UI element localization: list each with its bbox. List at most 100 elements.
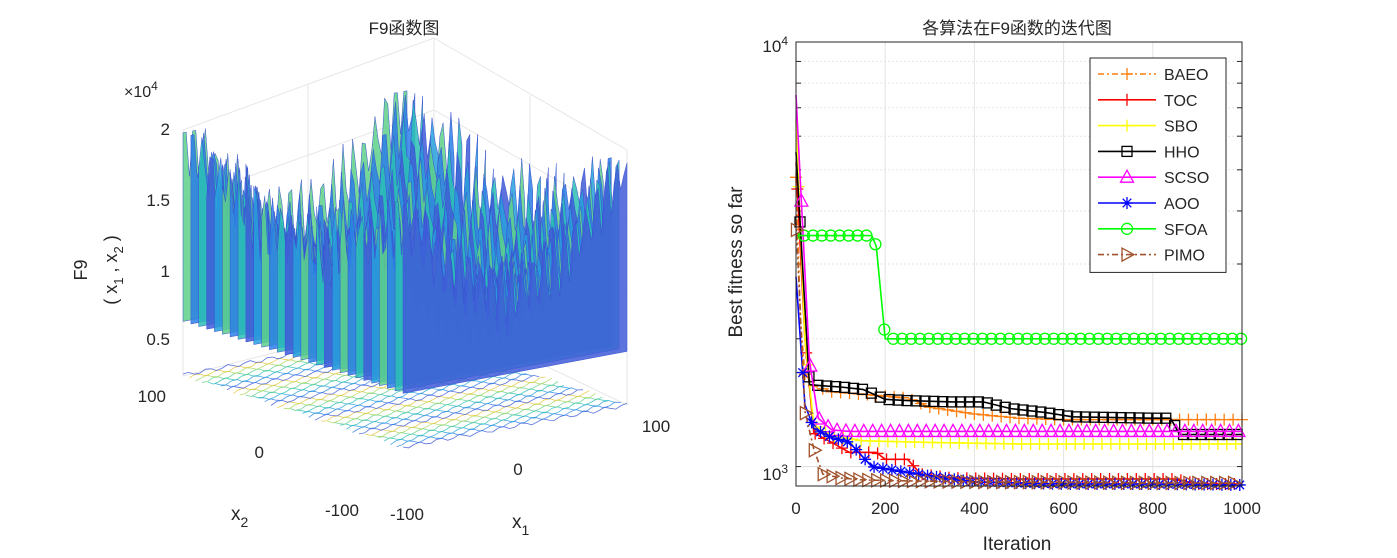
series-marker [957, 474, 970, 487]
legend-label: AOO [1164, 196, 1200, 213]
x-axis-label: x1 [512, 512, 530, 538]
series-marker [1169, 419, 1181, 432]
series-marker [1088, 411, 1101, 423]
series-marker [1044, 407, 1056, 419]
series-marker [945, 423, 961, 438]
series-marker [1207, 478, 1220, 491]
x-ticks: 0 200 400 600 800 1000 [791, 481, 1261, 518]
series-marker [859, 453, 872, 466]
series-marker [885, 463, 898, 476]
series-marker [1105, 423, 1122, 438]
x-tick-label: 200 [871, 499, 899, 518]
series-marker [892, 394, 904, 406]
series-marker [928, 395, 940, 408]
series-marker [1136, 332, 1150, 345]
series-marker [1160, 412, 1172, 424]
series-marker [869, 238, 882, 251]
series-marker [1083, 332, 1096, 345]
contour-line [396, 401, 621, 447]
series-marker [1099, 477, 1112, 490]
x-tick-label: 600 [1049, 499, 1077, 518]
series-marker [1117, 477, 1130, 490]
series-marker [876, 462, 889, 475]
series-marker [842, 229, 855, 242]
series-marker [847, 423, 863, 438]
series-marker [1171, 478, 1184, 491]
series-marker [1035, 406, 1047, 418]
series-marker [1007, 423, 1024, 438]
series-marker [1121, 145, 1133, 158]
series-marker [1097, 423, 1113, 438]
series-marker [882, 423, 899, 438]
series-marker [1126, 477, 1139, 490]
series-marker [1070, 423, 1086, 438]
series-marker [1215, 478, 1228, 491]
series-marker [874, 423, 890, 438]
convergence-title: 各算法在F9函数的迭代图 [922, 19, 1112, 38]
y-tick-label-1e4: 104 [762, 34, 788, 56]
series-marker [879, 472, 895, 489]
series-marker [796, 366, 809, 379]
legend-item: SCSO [1098, 168, 1209, 187]
series-marker [972, 423, 988, 438]
series-marker [1127, 332, 1141, 345]
series-marker [1132, 423, 1148, 438]
series-marker [998, 423, 1015, 438]
series-marker [1181, 332, 1194, 345]
z-axis: 2 1.5 1 0.5 ×104 F9 ( x1 , x2 ) [71, 79, 170, 349]
x-tick-label: 800 [1139, 499, 1167, 518]
series-marker [900, 423, 916, 438]
series-marker [850, 443, 863, 456]
series-marker [1154, 332, 1167, 345]
series-hho [794, 152, 1243, 441]
series-marker [871, 472, 886, 488]
series-marker [1106, 411, 1118, 424]
series-marker [821, 380, 833, 392]
series-marker [1101, 332, 1114, 345]
contour-line [402, 402, 628, 449]
series-marker [1159, 423, 1175, 438]
series-marker [903, 466, 916, 479]
legend-item: AOO [1098, 196, 1200, 213]
series-marker [790, 222, 805, 238]
series-marker [1061, 410, 1074, 422]
series-marker [817, 466, 832, 482]
series-marker [1020, 332, 1034, 345]
series-marker [808, 442, 823, 458]
series-marker [897, 473, 912, 489]
series-marker [901, 394, 913, 407]
series-marker [1172, 332, 1185, 345]
series-marker [868, 460, 881, 473]
series-marker [977, 408, 990, 421]
series-marker [1124, 412, 1136, 424]
series-marker [948, 473, 961, 486]
series-marker [960, 474, 975, 490]
series-marker [1029, 332, 1043, 345]
series-marker [1088, 423, 1104, 438]
series-marker [963, 423, 979, 438]
convergence-plot: 各算法在F9函数的迭代图 0 200 400 600 800 1000 103 104 I… [726, 19, 1261, 555]
series-marker [1198, 478, 1211, 491]
series-marker [1004, 474, 1019, 490]
series-marker [1195, 423, 1211, 438]
series-marker [968, 407, 981, 420]
series-marker [1070, 411, 1083, 423]
series-marker [1016, 423, 1032, 438]
contour-line [340, 384, 565, 427]
series-marker [1208, 332, 1221, 345]
legend-label: TOC [1164, 93, 1197, 110]
series-marker [824, 229, 837, 242]
series-marker [799, 405, 814, 421]
surface-title: F9函数图 [369, 19, 440, 38]
series-marker [1034, 423, 1050, 438]
z-label-main: F9 [71, 259, 91, 280]
series-marker [924, 473, 939, 489]
series-marker [1091, 477, 1104, 490]
series-marker [1003, 332, 1016, 345]
series-marker [1073, 477, 1086, 490]
series-marker [1043, 423, 1059, 438]
x-axis-label: Iteration [983, 534, 1052, 555]
series-marker [1055, 477, 1068, 490]
series-marker [990, 399, 1002, 411]
